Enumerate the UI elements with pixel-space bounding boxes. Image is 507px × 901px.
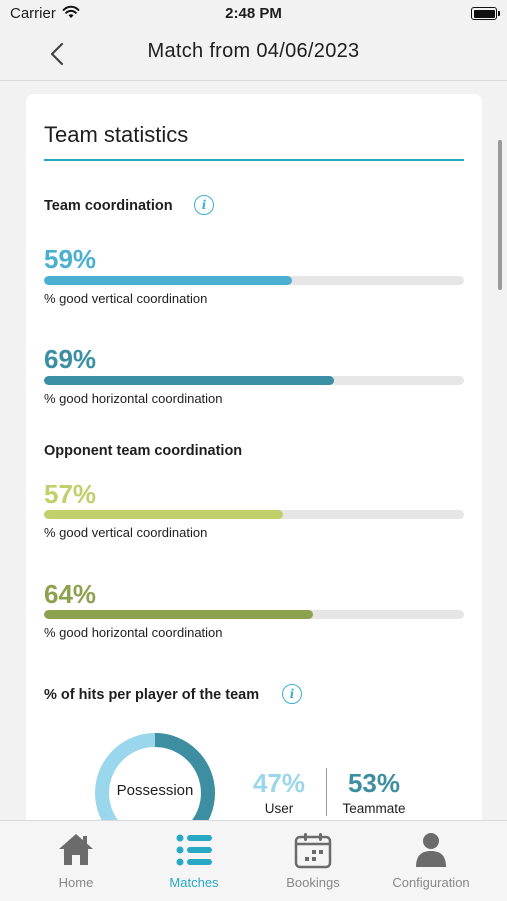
tab-configuration[interactable]: Configuration [371, 821, 491, 901]
tab-configuration-label: Configuration [392, 875, 470, 890]
tab-bookings[interactable]: Bookings [253, 821, 373, 901]
tab-matches-label: Matches [169, 875, 219, 890]
opponent-horizontal-value: 64% [44, 579, 97, 609]
team-vertical-value: 59% [44, 244, 97, 274]
opponent-horizontal-progress-bar [44, 610, 464, 619]
opponent-horizontal-progress-fill [44, 610, 313, 619]
opponent-horizontal-label: % good horizontal coordination [44, 625, 223, 640]
teammate-hits-value: 53% [347, 768, 401, 798]
team-horizontal-label: % good horizontal coordination [44, 391, 223, 406]
wifi-icon [62, 5, 80, 18]
team-horizontal-progress-fill [44, 376, 334, 385]
user-hits-label: User [264, 801, 294, 816]
hits-per-player-title: % of hits per player of the team [44, 687, 260, 703]
team-horizontal-value: 69% [44, 344, 97, 374]
team-vertical-progress-fill [44, 276, 292, 285]
tab-home-label: Home [58, 875, 94, 890]
person-icon [416, 833, 446, 867]
home-icon [59, 834, 93, 865]
teammate-hits-label: Teammate [342, 801, 406, 816]
card-title: Team statistics [44, 122, 189, 147]
calendar-icon [294, 833, 332, 869]
navigation-bar: Match from 04/06/2023 [0, 28, 507, 81]
tab-matches[interactable]: Matches [134, 821, 254, 901]
team-vertical-label: % good vertical coordination [44, 291, 208, 306]
carrier-label: Carrier [10, 5, 56, 22]
battery-icon [471, 7, 500, 20]
list-icon [176, 834, 212, 866]
team-coordination-info-icon[interactable]: i [194, 195, 214, 215]
opponent-coordination-title: Opponent team coordination [44, 443, 243, 459]
team-coordination-title: Team coordination [44, 198, 173, 214]
team-statistics-card: Team statistics Team coordination i 59% … [26, 94, 482, 853]
status-time: 2:48 PM [225, 5, 282, 22]
donut-center-label: Possession [116, 782, 194, 799]
hits-per-player-info-icon[interactable]: i [282, 684, 302, 704]
tab-bar: Home Matches Bookings Configuration [0, 820, 507, 901]
opponent-vertical-progress-bar [44, 510, 464, 519]
page-title: Match from 04/06/2023 [147, 40, 360, 62]
opponent-vertical-label: % good vertical coordination [44, 525, 208, 540]
tab-bookings-label: Bookings [286, 875, 340, 890]
opponent-vertical-progress-fill [44, 510, 284, 519]
opponent-vertical-value: 57% [44, 479, 97, 509]
scroll-indicator[interactable] [498, 140, 502, 290]
team-vertical-progress-bar [44, 276, 464, 285]
title-underline [44, 159, 464, 161]
user-hits-value: 47% [252, 768, 306, 798]
status-bar: Carrier 2:48 PM [0, 0, 507, 28]
team-horizontal-progress-bar [44, 376, 464, 385]
tab-home[interactable]: Home [16, 821, 136, 901]
split-divider [326, 768, 327, 816]
back-chevron-icon[interactable] [42, 38, 74, 70]
